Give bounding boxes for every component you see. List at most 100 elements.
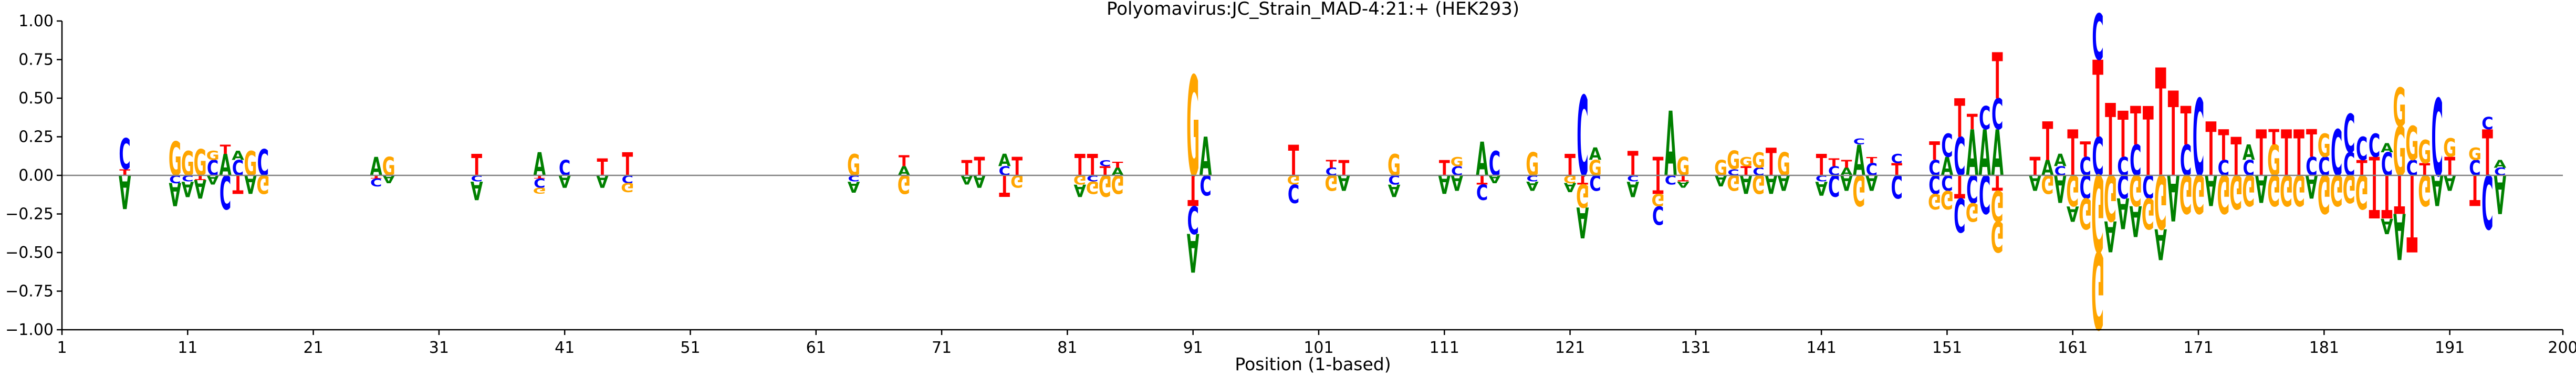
logo-letter-A: A [2054,151,2067,171]
logo-letter-G: G [1099,168,1112,203]
logo-letter-C: C [2130,137,2141,186]
logo-letter-G: G [2418,165,2431,214]
logo-letter-A: A [206,172,219,187]
logo-letter-C: C [1828,168,1840,203]
logo-letter-A: A [1778,170,1790,194]
logo-letter-A: A [558,171,571,191]
y-tick-label: 0.25 [18,128,54,146]
logo-letter-C: C [1476,180,1488,204]
logo-letter-T: T [2281,117,2292,191]
logo-letter-T: T [1929,136,1940,166]
logo-letter-T: T [220,142,231,157]
logo-letter-G: G [1739,154,1753,169]
logo-letter-T: T [2042,111,2053,173]
x-tick-label: 101 [1303,339,1333,357]
logo-letter-A: A [2054,166,2067,211]
logo-letter-T: T [2143,87,2154,198]
logo-letter-G: G [1928,188,1941,213]
logo-letter-A: A [1526,179,1539,193]
logo-letter-A: A [1438,169,1451,199]
x-tick-label: 191 [2435,339,2465,357]
logo-letter-A: A [232,149,244,163]
logo-letter-C: C [2469,156,2480,181]
logo-letter-A: A [2306,167,2318,204]
logo-letter-G: G [1727,170,1740,194]
logo-letter-T: T [233,169,244,199]
logo-letter-C: C [1954,127,1965,188]
logo-letter-G: G [2330,165,2343,214]
chart-title: Polyomavirus:JC_Strain_MAD-4:21:+ (HEK29… [1107,0,1519,19]
logo-letter-A: A [119,164,131,219]
logo-letter-C: C [1589,170,1601,194]
logo-letter-G: G [2318,128,2331,164]
logo-letter-A: A [1589,145,1602,164]
logo-letter-C: C [2180,137,2192,186]
logo-letter-C: C [2079,167,2091,204]
logo-letter-G: G [1676,152,1689,182]
y-axis-ticks: −1.00 −0.75 −0.50 −0.25 0.00 0.25 0.50 0.75 1.00 [5,12,62,339]
logo-letter-T: T [1187,165,1198,214]
logo-letter-T: T [974,152,985,182]
logo-letter-G: G [1991,211,2004,260]
logo-letter-G: G [1086,177,1099,197]
logo-letter-G: G [1388,148,1401,183]
logo-letter-G: G [2318,163,2331,225]
logo-letter-G: G [1941,184,1954,214]
x-tick-label: 51 [680,339,700,357]
logo-letter-G: G [1451,154,1464,169]
logo-letter-C: C [1489,144,1500,183]
logo-letter-G: G [2343,166,2356,211]
x-tick-label: 200 [2548,339,2576,357]
logo-letter-T: T [1628,144,1639,183]
logo-letter-T: T [999,168,1010,203]
logo-letter-C: C [2306,152,2317,182]
logo-letter-T: T [622,147,633,183]
logo-letter-T: T [2394,163,2405,225]
y-tick-label: 0.00 [18,166,54,185]
logo-letter-C: C [370,175,382,187]
logo-letter-G: G [1752,169,1765,199]
logo-letter-G: G [169,132,182,186]
logo-letter-G: G [244,144,257,183]
x-tick-label: 41 [555,339,575,357]
logo-letter-T: T [1954,167,1965,204]
logo-letter-G: G [1727,145,1740,175]
logo-letter-A: A [382,173,395,185]
logo-letter-G: G [2192,163,2205,225]
logo-letter-A: A [998,151,1011,171]
logo-letter-T: T [2444,152,2455,182]
logo-letter-C: C [2343,103,2355,165]
y-tick-label: −0.25 [5,205,54,224]
logo-letter-C: C [232,156,244,181]
logo-letter-G: G [2267,165,2280,214]
x-tick-label: 21 [303,339,323,357]
logo-letter-A: A [1187,221,1200,283]
logo-letter-G: G [1652,190,1665,209]
logo-letter-A: A [2243,141,2255,165]
logo-letter-C: C [2092,1,2103,75]
logo-letter-T: T [2256,117,2267,191]
x-tick-label: 11 [178,339,197,357]
y-tick-label: −0.75 [5,282,54,301]
x-tick-label: 151 [1932,339,1962,357]
logo-letter-C: C [1979,101,1990,137]
logo-letter-T: T [1087,148,1098,183]
logo-letter-G: G [1714,156,1727,181]
x-tick-label: 61 [806,339,826,357]
logo-letter-T: T [2369,161,2380,230]
logo-letter-T: T [2218,121,2229,171]
logo-letter-C: C [2079,152,2091,182]
logo-letter-C: C [2356,131,2368,167]
logo-letter-A: A [1765,169,1778,199]
logo-letter-G: G [847,148,860,183]
logo-letter-A: A [370,152,382,182]
logo-letter-T: T [1967,110,1978,134]
x-tick-label: 171 [2183,339,2213,357]
logo-letter-G: G [1966,197,1979,227]
logo-letter-T: T [1011,152,1023,182]
logo-letter-A: A [2494,158,2507,170]
logo-letter-G: G [2393,77,2406,139]
logo-letter-G: G [2393,113,2406,192]
x-tick-label: 161 [2058,339,2088,357]
